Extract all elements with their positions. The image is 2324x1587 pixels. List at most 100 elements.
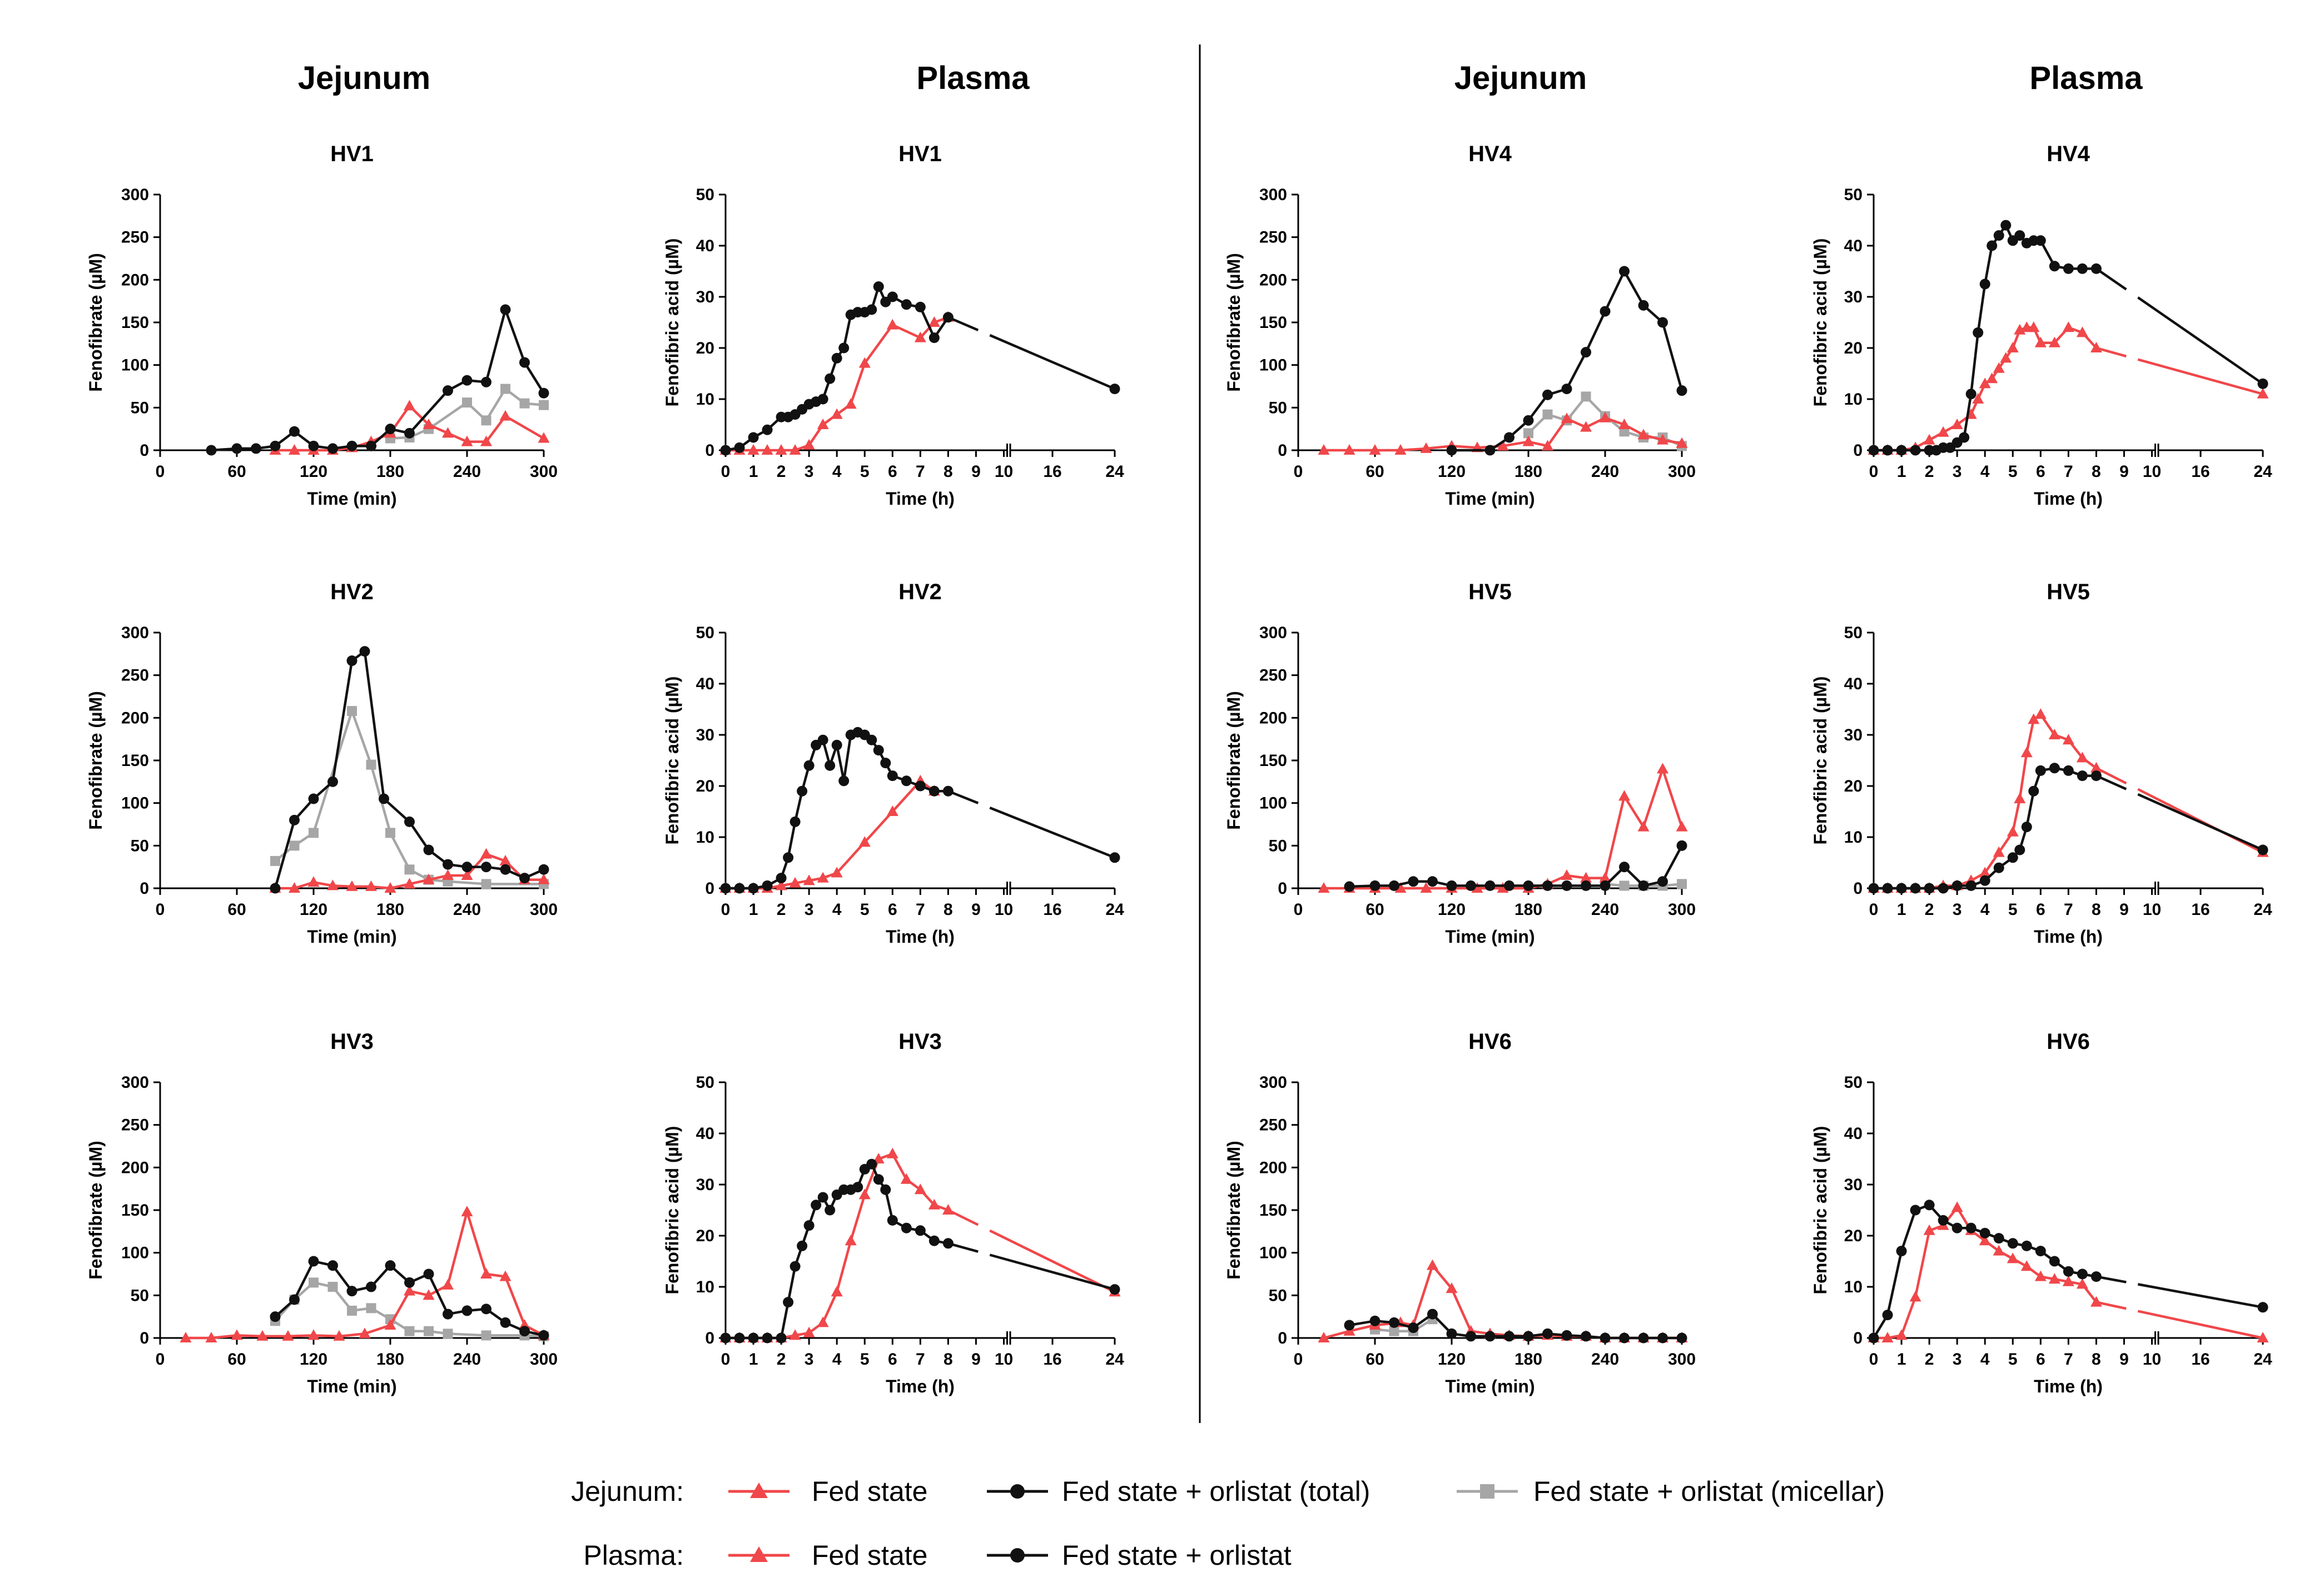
series-line-segment: [383, 798, 411, 823]
data-point: [942, 1204, 954, 1215]
data-point: [1542, 880, 1553, 891]
data-point: [2063, 1266, 2074, 1277]
y-tick-label: 100: [1259, 356, 1287, 375]
data-point: [1394, 882, 1407, 893]
legend-row1-label: Jejunum:: [571, 1476, 684, 1507]
y-tick-label: 50: [1269, 1286, 1287, 1305]
data-point: [1979, 377, 1991, 389]
data-point: [2257, 1332, 2269, 1342]
data-point: [404, 816, 415, 827]
y-tick-label: 100: [1259, 1244, 1287, 1262]
x-tick-label: 240: [1591, 462, 1619, 481]
series-line-segment: [1349, 1324, 1375, 1332]
legend-label-plasma-fed: Fed state: [812, 1540, 927, 1571]
chart-jej-hv6: HV6 0 50 100 150 200 250 300 0 60 120 180 240 300 Time…: [1224, 1029, 1696, 1396]
data-point: [499, 410, 512, 421]
data-point: [1344, 1320, 1355, 1331]
data-point: [748, 1332, 759, 1344]
data-point: [776, 1332, 787, 1344]
data-point: [1561, 412, 1573, 424]
data-point: [538, 864, 549, 875]
x-tick-label: 8: [943, 901, 953, 919]
data-point: [914, 331, 926, 342]
data-point: [2007, 825, 2019, 837]
data-point: [1910, 445, 1921, 456]
data-point: [886, 1147, 898, 1158]
data-point: [519, 398, 530, 409]
data-point: [2034, 708, 2047, 719]
y-axis-label: Fenofibric acid (µM): [1810, 676, 1830, 845]
data-point: [423, 419, 435, 429]
data-point: [1993, 362, 2005, 373]
data-point: [461, 862, 473, 873]
y-tick-label: 20: [696, 777, 714, 795]
x-tick-label: 4: [832, 901, 842, 919]
data-point: [1542, 409, 1553, 420]
series-line-segment: [1661, 845, 1683, 882]
data-point: [205, 1332, 217, 1342]
series-fed-state-orlistat-total: [1446, 266, 1687, 456]
data-point: [797, 785, 808, 797]
data-point: [873, 745, 884, 756]
data-point: [1466, 880, 1476, 891]
series-line-segment: [1969, 332, 1979, 395]
data-point: [789, 1261, 801, 1272]
chart-jej-hv4: HV4 0 50 100 150 200 250 300 0 60 120 180 240 300 Time…: [1224, 142, 1696, 509]
series-fed-state-orlistat-total: [270, 646, 549, 894]
data-point: [1318, 882, 1330, 893]
data-point: [1896, 883, 1907, 894]
data-point: [346, 880, 358, 891]
data-point: [1951, 880, 1963, 891]
x-tick-label: 2: [1925, 901, 1934, 919]
data-point: [442, 869, 454, 880]
y-tick-label: 200: [121, 271, 149, 289]
x-tick-label: 1: [1897, 462, 1906, 481]
data-point: [1657, 317, 1668, 328]
series-line-segment: [1566, 351, 1587, 390]
data-point: [1965, 880, 1977, 891]
y-axis-label: Fenofibric acid (µM): [1810, 238, 1830, 407]
data-point: [423, 873, 435, 884]
y-tick-label: 250: [1259, 228, 1287, 247]
data-point: [1497, 440, 1509, 451]
series-line-segment: [1502, 440, 1529, 447]
x-axis-label: Time (h): [886, 489, 955, 509]
x-axis-label: Time (min): [307, 1376, 396, 1396]
series-line-segment: [1661, 322, 1684, 391]
legend-row2-label: Plasma:: [583, 1540, 684, 1571]
y-axis-label: Fenofibrate (µM): [1224, 1141, 1244, 1280]
y-tick-label: 50: [1844, 186, 1863, 204]
data-point: [1408, 1322, 1419, 1334]
x-tick-label: 60: [1365, 462, 1384, 481]
legend-entry-plasma-fed: Fed state: [728, 1540, 927, 1571]
x-tick-label: 120: [300, 1350, 327, 1369]
chart-title: HV5: [2047, 580, 2090, 604]
data-point: [2048, 1273, 2060, 1284]
x-tick-label: 6: [2036, 1350, 2045, 1369]
x-tick-label: 9: [971, 901, 981, 919]
y-tick-label: 50: [696, 1073, 714, 1092]
data-point: [359, 646, 370, 657]
data-point: [831, 408, 843, 419]
x-tick-label: 1: [749, 901, 758, 919]
data-point: [1408, 876, 1419, 887]
data-point: [928, 332, 940, 344]
series-line-segment: [787, 821, 797, 858]
x-tick-label: 8: [943, 462, 953, 481]
x-tick-label: 3: [1953, 1350, 1962, 1369]
data-point: [942, 785, 954, 797]
series-line-segment: [836, 1240, 852, 1292]
y-tick-label: 100: [1259, 794, 1287, 813]
chart-title: HV6: [1468, 1029, 1512, 1054]
y-tick-label: 250: [121, 228, 149, 247]
series-line-segment: [2095, 774, 2127, 790]
data-point: [1523, 415, 1534, 426]
x-tick-label: 1: [1897, 1350, 1906, 1369]
y-tick-label: 40: [1844, 237, 1863, 255]
series-line-segment: [287, 1334, 314, 1338]
x-tick-label: 2: [1925, 462, 1934, 481]
x-tick-label: 6: [2036, 901, 2045, 919]
series-fed-state: [269, 400, 550, 455]
series-line-segment: [465, 1211, 488, 1275]
data-point: [942, 1238, 954, 1249]
